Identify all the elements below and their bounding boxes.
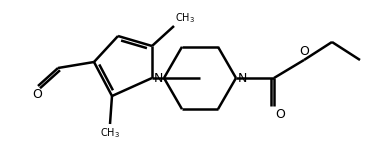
Text: O: O	[299, 45, 309, 58]
Text: N: N	[154, 71, 163, 85]
Text: N: N	[238, 71, 247, 85]
Text: CH$_3$: CH$_3$	[175, 11, 195, 25]
Text: CH$_3$: CH$_3$	[100, 126, 120, 140]
Text: O: O	[275, 108, 285, 121]
Text: O: O	[32, 88, 42, 101]
